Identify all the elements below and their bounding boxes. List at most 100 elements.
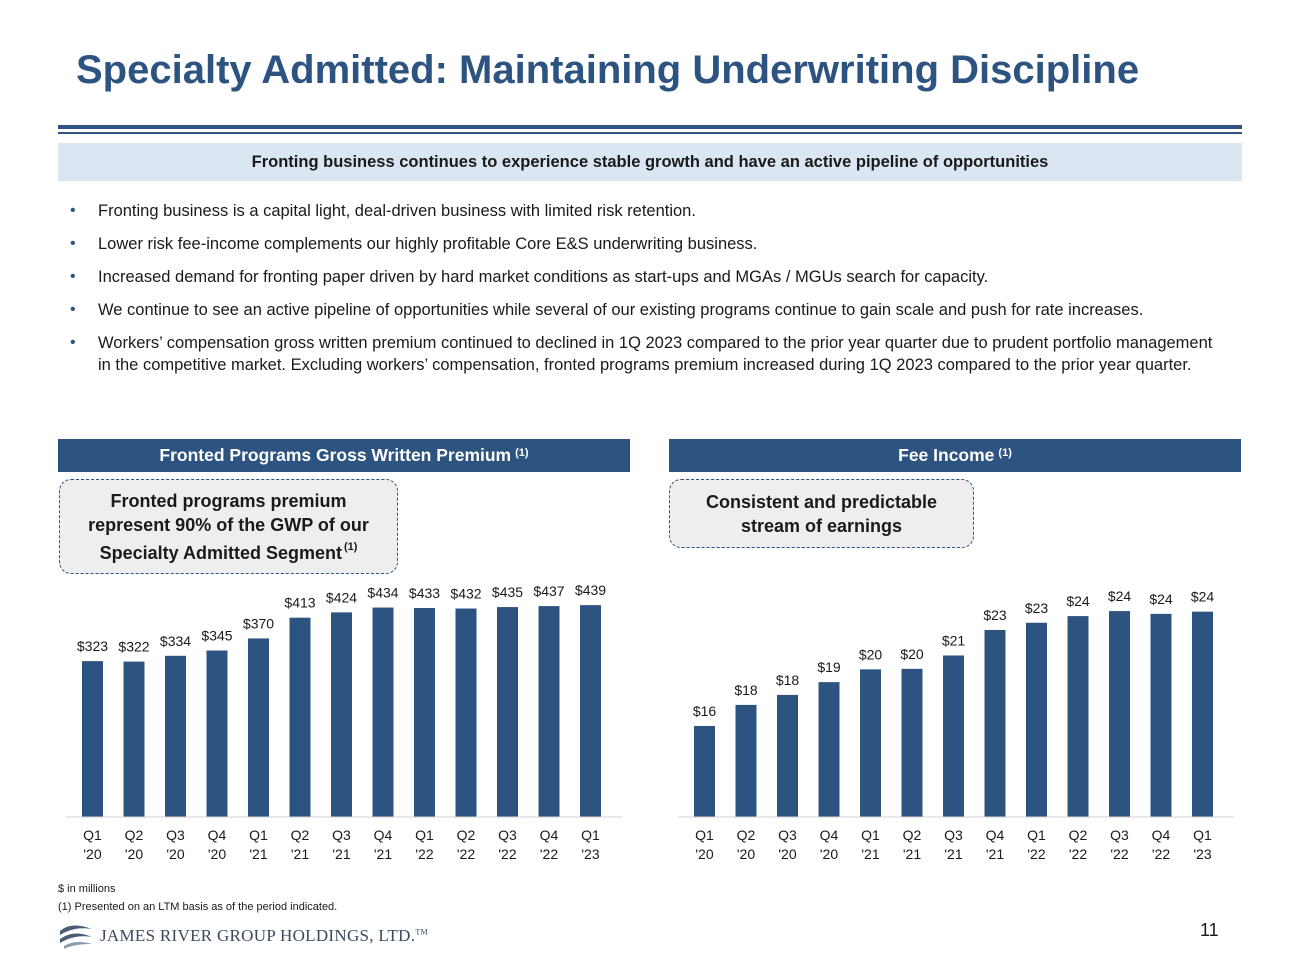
gwp-bar: [455, 608, 477, 817]
gwp-heading-text: Fronted Programs Gross Written Premium: [159, 445, 512, 465]
fee-income-tick-label-quarter: Q4: [1152, 827, 1171, 843]
gwp-tick-label-quarter: Q4: [374, 827, 393, 843]
gwp-tick-label-year: '20: [208, 846, 226, 862]
bullet-item: • We continue to see an active pipeline o…: [70, 299, 1220, 321]
fee-income-tick-label-quarter: Q2: [737, 827, 756, 843]
gwp-tick-label-quarter: Q4: [540, 827, 559, 843]
gwp-tick-label-quarter: Q2: [291, 827, 310, 843]
bullet-marker: •: [70, 268, 76, 285]
gwp-panel-heading: Fronted Programs Gross Written Premium (…: [58, 439, 630, 472]
gwp-tick-label-year: '20: [83, 846, 101, 862]
fee-income-bar-chart: $16 Q1 '20 $18 Q2 '20 $18 Q3 '20 $19 Q4 '20 $20 Q1 '21…: [678, 588, 1234, 862]
gwp-data-label: $435: [492, 584, 523, 600]
gwp-tick-label-quarter: Q3: [332, 827, 351, 843]
company-name: JAMES RIVER GROUP HOLDINGS, LTD.TM: [100, 926, 428, 946]
gwp-bar: [165, 655, 186, 817]
james-river-wave-logo-icon: [60, 925, 92, 949]
gwp-data-label: $345: [201, 628, 232, 644]
gwp-bar: [497, 607, 518, 817]
gwp-bar: [580, 605, 601, 817]
title-divider-thick: [58, 125, 1242, 129]
bullet-text: Increased demand for fronting paper driv…: [98, 268, 989, 286]
gwp-bar: [248, 638, 269, 817]
gwp-tick-label-quarter: Q1: [249, 827, 268, 843]
bullet-text: We continue to see an active pipeline of…: [98, 301, 1144, 319]
gwp-tick-label-quarter: Q1: [581, 827, 600, 843]
fee-income-data-label: $24: [1191, 589, 1215, 605]
fee-income-data-label: $24: [1149, 591, 1173, 607]
page-number: 11: [1200, 920, 1219, 940]
bullet-item: • Fronting business is a capital light, d…: [70, 200, 1220, 222]
bullet-marker: •: [70, 301, 76, 318]
gwp-tick-label-year: '22: [540, 846, 558, 862]
fee-income-callout-line: stream of earnings: [740, 515, 903, 536]
gwp-tick-label-quarter: Q1: [415, 827, 434, 843]
fee-income-tick-label-year: '23: [1193, 846, 1211, 862]
fee-income-data-label: $16: [693, 703, 717, 719]
gwp-tick-label-year: '22: [415, 846, 433, 862]
gwp-data-label: $433: [409, 585, 440, 601]
gwp-data-label: $334: [160, 633, 191, 649]
fee-income-tick-label-quarter: Q1: [1193, 827, 1212, 843]
gwp-callout-box: Fronted programs premium represent 90% o…: [59, 479, 398, 574]
gwp-tick-label-year: '21: [291, 846, 309, 862]
fee-income-tick-label-year: '20: [820, 846, 838, 862]
fee-income-data-label: $20: [900, 646, 924, 662]
fee-income-bar: [1150, 613, 1172, 817]
gwp-callout-line: represent 90% of the GWP of our: [88, 514, 369, 535]
fee-income-tick-label-quarter: Q4: [820, 827, 839, 843]
fee-income-data-label: $21: [942, 632, 966, 648]
page-title: Specialty Admitted: Maintaining Underwri…: [76, 48, 1140, 92]
company-logo: JAMES RIVER GROUP HOLDINGS, LTD.TM: [58, 922, 428, 950]
summary-banner: Fronting business continues to experienc…: [58, 143, 1242, 181]
gwp-tick-label-quarter: Q3: [498, 827, 517, 843]
fee-income-data-label: $18: [776, 672, 800, 688]
gwp-bar: [123, 661, 145, 817]
gwp-data-label: $322: [118, 639, 149, 655]
fee-income-bar: [818, 682, 840, 817]
fee-income-heading-footnote-ref: (1): [998, 446, 1012, 459]
fee-income-tick-label-quarter: Q4: [986, 827, 1005, 843]
gwp-bar-chart: $323 Q1 '20 $322 Q2 '20 $334 Q3 '20 $345 Q4 '20 $370…: [66, 582, 622, 862]
fee-income-tick-label-year: '20: [695, 846, 713, 862]
fee-income-tick-label-year: '22: [1152, 846, 1170, 862]
fee-income-bar: [1192, 611, 1213, 817]
bullet-marker: •: [70, 235, 76, 252]
gwp-callout-line: Specialty Admitted Segment: [99, 542, 342, 563]
fee-income-data-label: $20: [859, 646, 883, 662]
gwp-tick-label-quarter: Q2: [457, 827, 476, 843]
bullet-marker: •: [70, 334, 76, 351]
fee-income-tick-label-quarter: Q1: [695, 827, 714, 843]
fee-income-tick-label-quarter: Q3: [1110, 827, 1129, 843]
fee-income-data-label: $19: [817, 659, 841, 675]
gwp-bar: [414, 608, 435, 817]
fee-income-bar: [1067, 616, 1089, 817]
fee-income-bar: [694, 725, 715, 817]
company-name-text: JAMES RIVER GROUP HOLDINGS, LTD.: [100, 926, 416, 945]
gwp-tick-label-year: '23: [581, 846, 599, 862]
gwp-tick-label-quarter: Q4: [208, 827, 227, 843]
fee-income-bar: [901, 668, 923, 817]
fee-income-tick-label-year: '20: [778, 846, 796, 862]
fee-income-tick-label-quarter: Q3: [778, 827, 797, 843]
gwp-tick-label-year: '22: [498, 846, 516, 862]
gwp-data-label: $413: [284, 595, 315, 611]
fee-income-tick-label-year: '22: [1110, 846, 1128, 862]
fee-income-bar: [943, 655, 964, 817]
bullet-marker: •: [70, 202, 76, 219]
fee-income-tick-label-quarter: Q1: [861, 827, 880, 843]
bullet-text: Workers’ compensation gross written prem…: [98, 334, 1213, 374]
gwp-tick-label-year: '20: [166, 846, 184, 862]
bullet-item: • Increased demand for fronting paper dri…: [70, 266, 1220, 288]
fee-income-bar: [984, 629, 1006, 817]
fee-income-bar: [777, 694, 798, 817]
fee-income-tick-label-quarter: Q3: [944, 827, 963, 843]
bullet-list: • Fronting business is a capital light, d…: [70, 200, 1220, 387]
gwp-data-label: $323: [77, 638, 108, 654]
fee-income-data-label: $23: [983, 607, 1007, 623]
fee-income-bar: [735, 704, 757, 817]
units-footnote: $ in millions: [58, 883, 116, 895]
gwp-data-label: $439: [575, 582, 606, 598]
trademark-mark: TM: [415, 927, 428, 937]
gwp-heading-footnote-ref: (1): [515, 446, 529, 459]
